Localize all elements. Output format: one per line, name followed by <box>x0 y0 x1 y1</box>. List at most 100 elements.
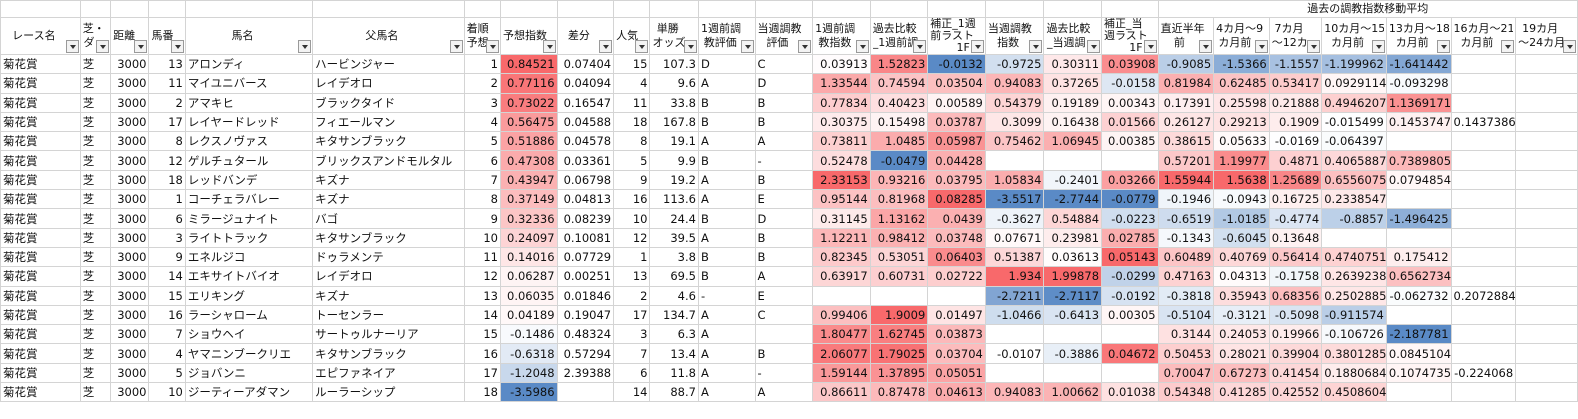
table-cell[interactable]: 18 <box>148 169 186 191</box>
table-cell[interactable]: 芝 <box>79 92 112 113</box>
table-cell[interactable]: A <box>697 343 756 364</box>
table-cell[interactable] <box>1515 150 1578 171</box>
table-cell[interactable]: ジョバンニ <box>184 362 314 384</box>
table-cell[interactable]: 13.4 <box>649 343 699 364</box>
table-cell[interactable]: 0.4065887 <box>1321 150 1387 171</box>
table-cell[interactable]: バゴ <box>312 208 465 229</box>
table-cell[interactable]: 0.04428 <box>927 150 986 171</box>
table-cell[interactable]: 0.04613 <box>927 382 986 403</box>
table-cell[interactable]: サートゥルナーリア <box>312 324 465 345</box>
table-cell[interactable]: 0.54884 <box>1043 208 1103 229</box>
table-cell[interactable]: キズナ <box>312 189 465 210</box>
table-cell[interactable]: ブラックタイド <box>312 92 465 113</box>
table-cell[interactable] <box>927 285 986 306</box>
table-cell[interactable]: -1.496425 <box>1385 208 1452 229</box>
table-cell[interactable]: 芝 <box>79 266 112 287</box>
table-cell[interactable]: 0.50453 <box>1157 343 1215 364</box>
table-cell[interactable]: 0.40769 <box>1213 246 1270 268</box>
table-cell[interactable]: 0.29213 <box>1213 111 1270 133</box>
filter-dropdown-icon[interactable] <box>1143 40 1157 53</box>
table-cell[interactable] <box>1515 208 1578 229</box>
table-cell[interactable]: 0.47163 <box>1157 266 1215 287</box>
table-cell[interactable]: -0.5104 <box>1157 304 1215 326</box>
table-cell[interactable] <box>1385 382 1452 403</box>
table-cell[interactable]: 芝 <box>79 53 112 75</box>
filter-dropdown-icon[interactable] <box>96 40 110 53</box>
table-cell[interactable]: D <box>754 73 814 94</box>
table-cell[interactable]: 2 <box>148 92 186 113</box>
table-cell[interactable] <box>984 324 1045 345</box>
table-cell[interactable]: 15 <box>463 324 502 345</box>
table-cell[interactable]: 0.73811 <box>812 131 871 152</box>
table-cell[interactable] <box>1515 343 1578 364</box>
table-cell[interactable]: 芝 <box>79 111 112 133</box>
table-cell[interactable]: 3000 <box>110 343 150 364</box>
filter-dropdown-icon[interactable] <box>970 40 984 53</box>
table-cell[interactable]: 11 <box>613 92 651 113</box>
table-cell[interactable]: 0.60731 <box>869 266 929 287</box>
table-cell[interactable]: D <box>754 208 814 229</box>
table-cell[interactable]: 0.57201 <box>1157 150 1215 171</box>
table-cell[interactable]: -2.7117 <box>1043 285 1103 306</box>
table-cell[interactable]: 0.15498 <box>869 111 929 133</box>
table-cell[interactable]: 3.8 <box>649 246 699 268</box>
table-cell[interactable]: 0.47308 <box>500 150 558 171</box>
table-cell[interactable]: 0.3801285 <box>1321 343 1387 364</box>
table-cell[interactable]: 0.06798 <box>556 169 615 191</box>
table-cell[interactable]: 0.24097 <box>500 227 558 248</box>
table-cell[interactable] <box>556 382 615 403</box>
table-cell[interactable]: - <box>754 362 814 384</box>
table-cell[interactable] <box>1385 189 1452 210</box>
table-cell[interactable]: 1 <box>463 53 502 75</box>
table-cell[interactable]: レクスノヴァス <box>184 131 314 152</box>
table-cell[interactable] <box>1515 304 1578 326</box>
table-cell[interactable]: 8 <box>148 131 186 152</box>
table-cell[interactable]: 1.33544 <box>812 73 871 94</box>
table-cell[interactable]: 0.51886 <box>500 131 558 152</box>
table-cell[interactable]: トーセンラー <box>312 304 465 326</box>
filter-dropdown-icon[interactable] <box>542 40 556 53</box>
table-cell[interactable]: 0.81984 <box>1157 73 1215 94</box>
table-cell[interactable]: C <box>754 304 814 326</box>
table-cell[interactable]: 1.1369171 <box>1385 92 1452 113</box>
filter-dropdown-icon[interactable] <box>683 40 697 53</box>
table-cell[interactable]: 0.68356 <box>1268 285 1323 306</box>
table-cell[interactable]: -0.1758 <box>1268 266 1323 287</box>
table-cell[interactable]: 0.74594 <box>869 73 929 94</box>
table-cell[interactable]: 8 <box>463 189 502 210</box>
table-cell[interactable]: -0.1946 <box>1157 189 1215 210</box>
table-cell[interactable]: 0.4946207 <box>1321 92 1387 113</box>
table-cell[interactable]: 0.93216 <box>869 169 929 191</box>
table-cell[interactable]: 0.19966 <box>1268 324 1323 345</box>
table-cell[interactable]: 0.03361 <box>556 150 615 171</box>
table-cell[interactable]: 17 <box>613 304 651 326</box>
table-cell[interactable]: 菊花賞 <box>0 189 81 210</box>
table-cell[interactable]: 0.1074735 <box>1385 362 1452 384</box>
table-cell[interactable]: 0.37265 <box>1043 73 1103 94</box>
table-cell[interactable]: レッドバンデ <box>184 169 314 191</box>
table-cell[interactable]: 0.73022 <box>500 92 558 113</box>
table-cell[interactable]: -0.6318 <box>500 343 558 364</box>
table-cell[interactable]: 0.04189 <box>500 304 558 326</box>
table-cell[interactable]: ライトトラック <box>184 227 314 248</box>
table-cell[interactable]: 3000 <box>110 73 150 94</box>
table-cell[interactable]: -0.0169 <box>1268 131 1323 152</box>
table-cell[interactable]: 0.39904 <box>1268 343 1323 364</box>
table-cell[interactable]: B <box>697 208 756 229</box>
table-cell[interactable]: -0.2401 <box>1043 169 1103 191</box>
table-cell[interactable]: 3000 <box>110 382 150 403</box>
table-cell[interactable] <box>1515 111 1578 133</box>
table-cell[interactable]: E <box>754 189 814 210</box>
table-cell[interactable]: A <box>754 131 814 152</box>
table-cell[interactable]: キタサンブラック <box>312 343 465 364</box>
table-cell[interactable]: 0.48324 <box>556 324 615 345</box>
table-cell[interactable]: 3000 <box>110 131 150 152</box>
table-cell[interactable]: レイヤードレッド <box>184 111 314 133</box>
table-cell[interactable]: B <box>754 111 814 133</box>
table-cell[interactable]: 菊花賞 <box>0 246 81 268</box>
filter-dropdown-icon[interactable] <box>1254 40 1268 53</box>
table-cell[interactable]: 1.06945 <box>1043 131 1103 152</box>
table-cell[interactable]: 11 <box>148 73 186 94</box>
table-cell[interactable]: キズナ <box>312 285 465 306</box>
table-cell[interactable]: -1.2048 <box>500 362 558 384</box>
